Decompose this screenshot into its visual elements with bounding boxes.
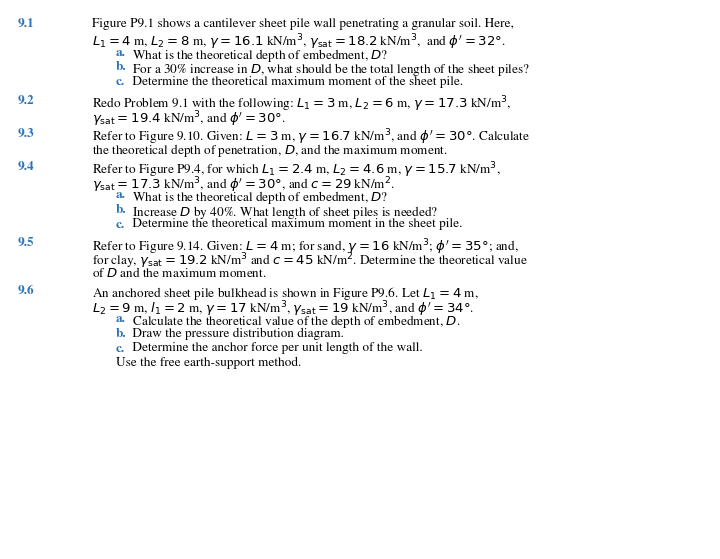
Text: Determine the anchor force per unit length of the wall.: Determine the anchor force per unit leng…	[129, 343, 423, 354]
Text: Determine the theoretical maximum moment of the sheet pile.: Determine the theoretical maximum moment…	[129, 76, 463, 88]
Text: c.: c.	[116, 76, 125, 88]
Text: 9.3: 9.3	[18, 127, 35, 140]
Text: For a 30% increase in $D$, what should be the total length of the sheet piles?: For a 30% increase in $D$, what should b…	[129, 61, 530, 78]
Text: An anchored sheet pile bulkhead is shown in Figure P9.6. Let $L_1 = 4$ m,: An anchored sheet pile bulkhead is shown…	[92, 285, 479, 301]
Text: Determine the theoretical maximum moment in the sheet pile.: Determine the theoretical maximum moment…	[129, 219, 462, 230]
Text: b.: b.	[116, 204, 127, 216]
Text: 9.2: 9.2	[18, 94, 35, 107]
Text: b.: b.	[116, 328, 127, 340]
Text: Refer to Figure P9.4, for which $L_1 = 2.4$ m, $L_2 = 4.6$ m, $\gamma = 15.7$ kN: Refer to Figure P9.4, for which $L_1 = 2…	[92, 160, 501, 180]
Text: $L_2 = 9$ m, $l_1 = 2$ m, $\gamma = 17$ kN/m$^3$, $\gamma_{\mathrm{sat}} = 19$ k: $L_2 = 9$ m, $l_1 = 2$ m, $\gamma = 17$ …	[92, 299, 474, 319]
Text: Refer to Figure 9.14. Given: $L = 4$ m; for sand, $\gamma = 16$ kN/m$^3$; $\phi': Refer to Figure 9.14. Given: $L = 4$ m; …	[92, 237, 519, 257]
Text: $L_1 = 4$ m, $L_2 = 8$ m, $\gamma = 16.1$ kN/m$^3$, $\gamma_{\mathrm{sat}} = 18.: $L_1 = 4$ m, $L_2 = 8$ m, $\gamma = 16.1…	[92, 32, 505, 52]
Text: Increase $D$ by 40%. What length of sheet piles is needed?: Increase $D$ by 40%. What length of shee…	[129, 204, 438, 221]
Text: of $D$ and the maximum moment.: of $D$ and the maximum moment.	[92, 266, 266, 280]
Text: c.: c.	[116, 343, 125, 354]
Text: Draw the pressure distribution diagram.: Draw the pressure distribution diagram.	[129, 328, 344, 340]
Text: the theoretical depth of penetration, $D$, and the maximum moment.: the theoretical depth of penetration, $D…	[92, 142, 448, 159]
Text: a.: a.	[116, 190, 126, 201]
Text: a.: a.	[116, 47, 126, 59]
Text: a.: a.	[116, 314, 126, 325]
Text: 9.6: 9.6	[18, 285, 35, 296]
Text: Use the free earth-support method.: Use the free earth-support method.	[116, 357, 301, 369]
Text: What is the theoretical depth of embedment, $D$?: What is the theoretical depth of embedme…	[129, 47, 388, 64]
Text: Figure P9.1 shows a cantilever sheet pile wall penetrating a granular soil. Here: Figure P9.1 shows a cantilever sheet pil…	[92, 18, 514, 30]
Text: Calculate the theoretical value of the depth of embedment, $D$.: Calculate the theoretical value of the d…	[129, 314, 460, 330]
Text: Redo Problem 9.1 with the following: $L_1 = 3$ m, $L_2 = 6$ m, $\gamma = 17.3$ k: Redo Problem 9.1 with the following: $L_…	[92, 94, 511, 114]
Text: c.: c.	[116, 219, 125, 230]
Text: 9.4: 9.4	[18, 160, 35, 173]
Text: What is the theoretical depth of embedment, $D$?: What is the theoretical depth of embedme…	[129, 190, 388, 206]
Text: for clay, $\gamma_{\mathrm{sat}} = 19.2$ kN/m$^3$ and $c = 45$ kN/m$^2$. Determi: for clay, $\gamma_{\mathrm{sat}} = 19.2$…	[92, 252, 528, 271]
Text: Refer to Figure 9.10. Given: $L = 3$ m, $\gamma = 16.7$ kN/m$^3$, and $\phi' = 3: Refer to Figure 9.10. Given: $L = 3$ m, …	[92, 127, 530, 147]
Text: b.: b.	[116, 61, 127, 73]
Text: $\gamma_{\mathrm{sat}} = 19.4$ kN/m$^3$, and $\phi' = 30°$.: $\gamma_{\mathrm{sat}} = 19.4$ kN/m$^3$,…	[92, 109, 286, 129]
Text: $\gamma_{\mathrm{sat}} = 17.3$ kN/m$^3$, and $\phi' = 30°$, and $c = 29$ kN/m$^2: $\gamma_{\mathrm{sat}} = 17.3$ kN/m$^3$,…	[92, 175, 395, 195]
Text: 9.1: 9.1	[18, 18, 35, 30]
Text: 9.5: 9.5	[18, 237, 35, 249]
